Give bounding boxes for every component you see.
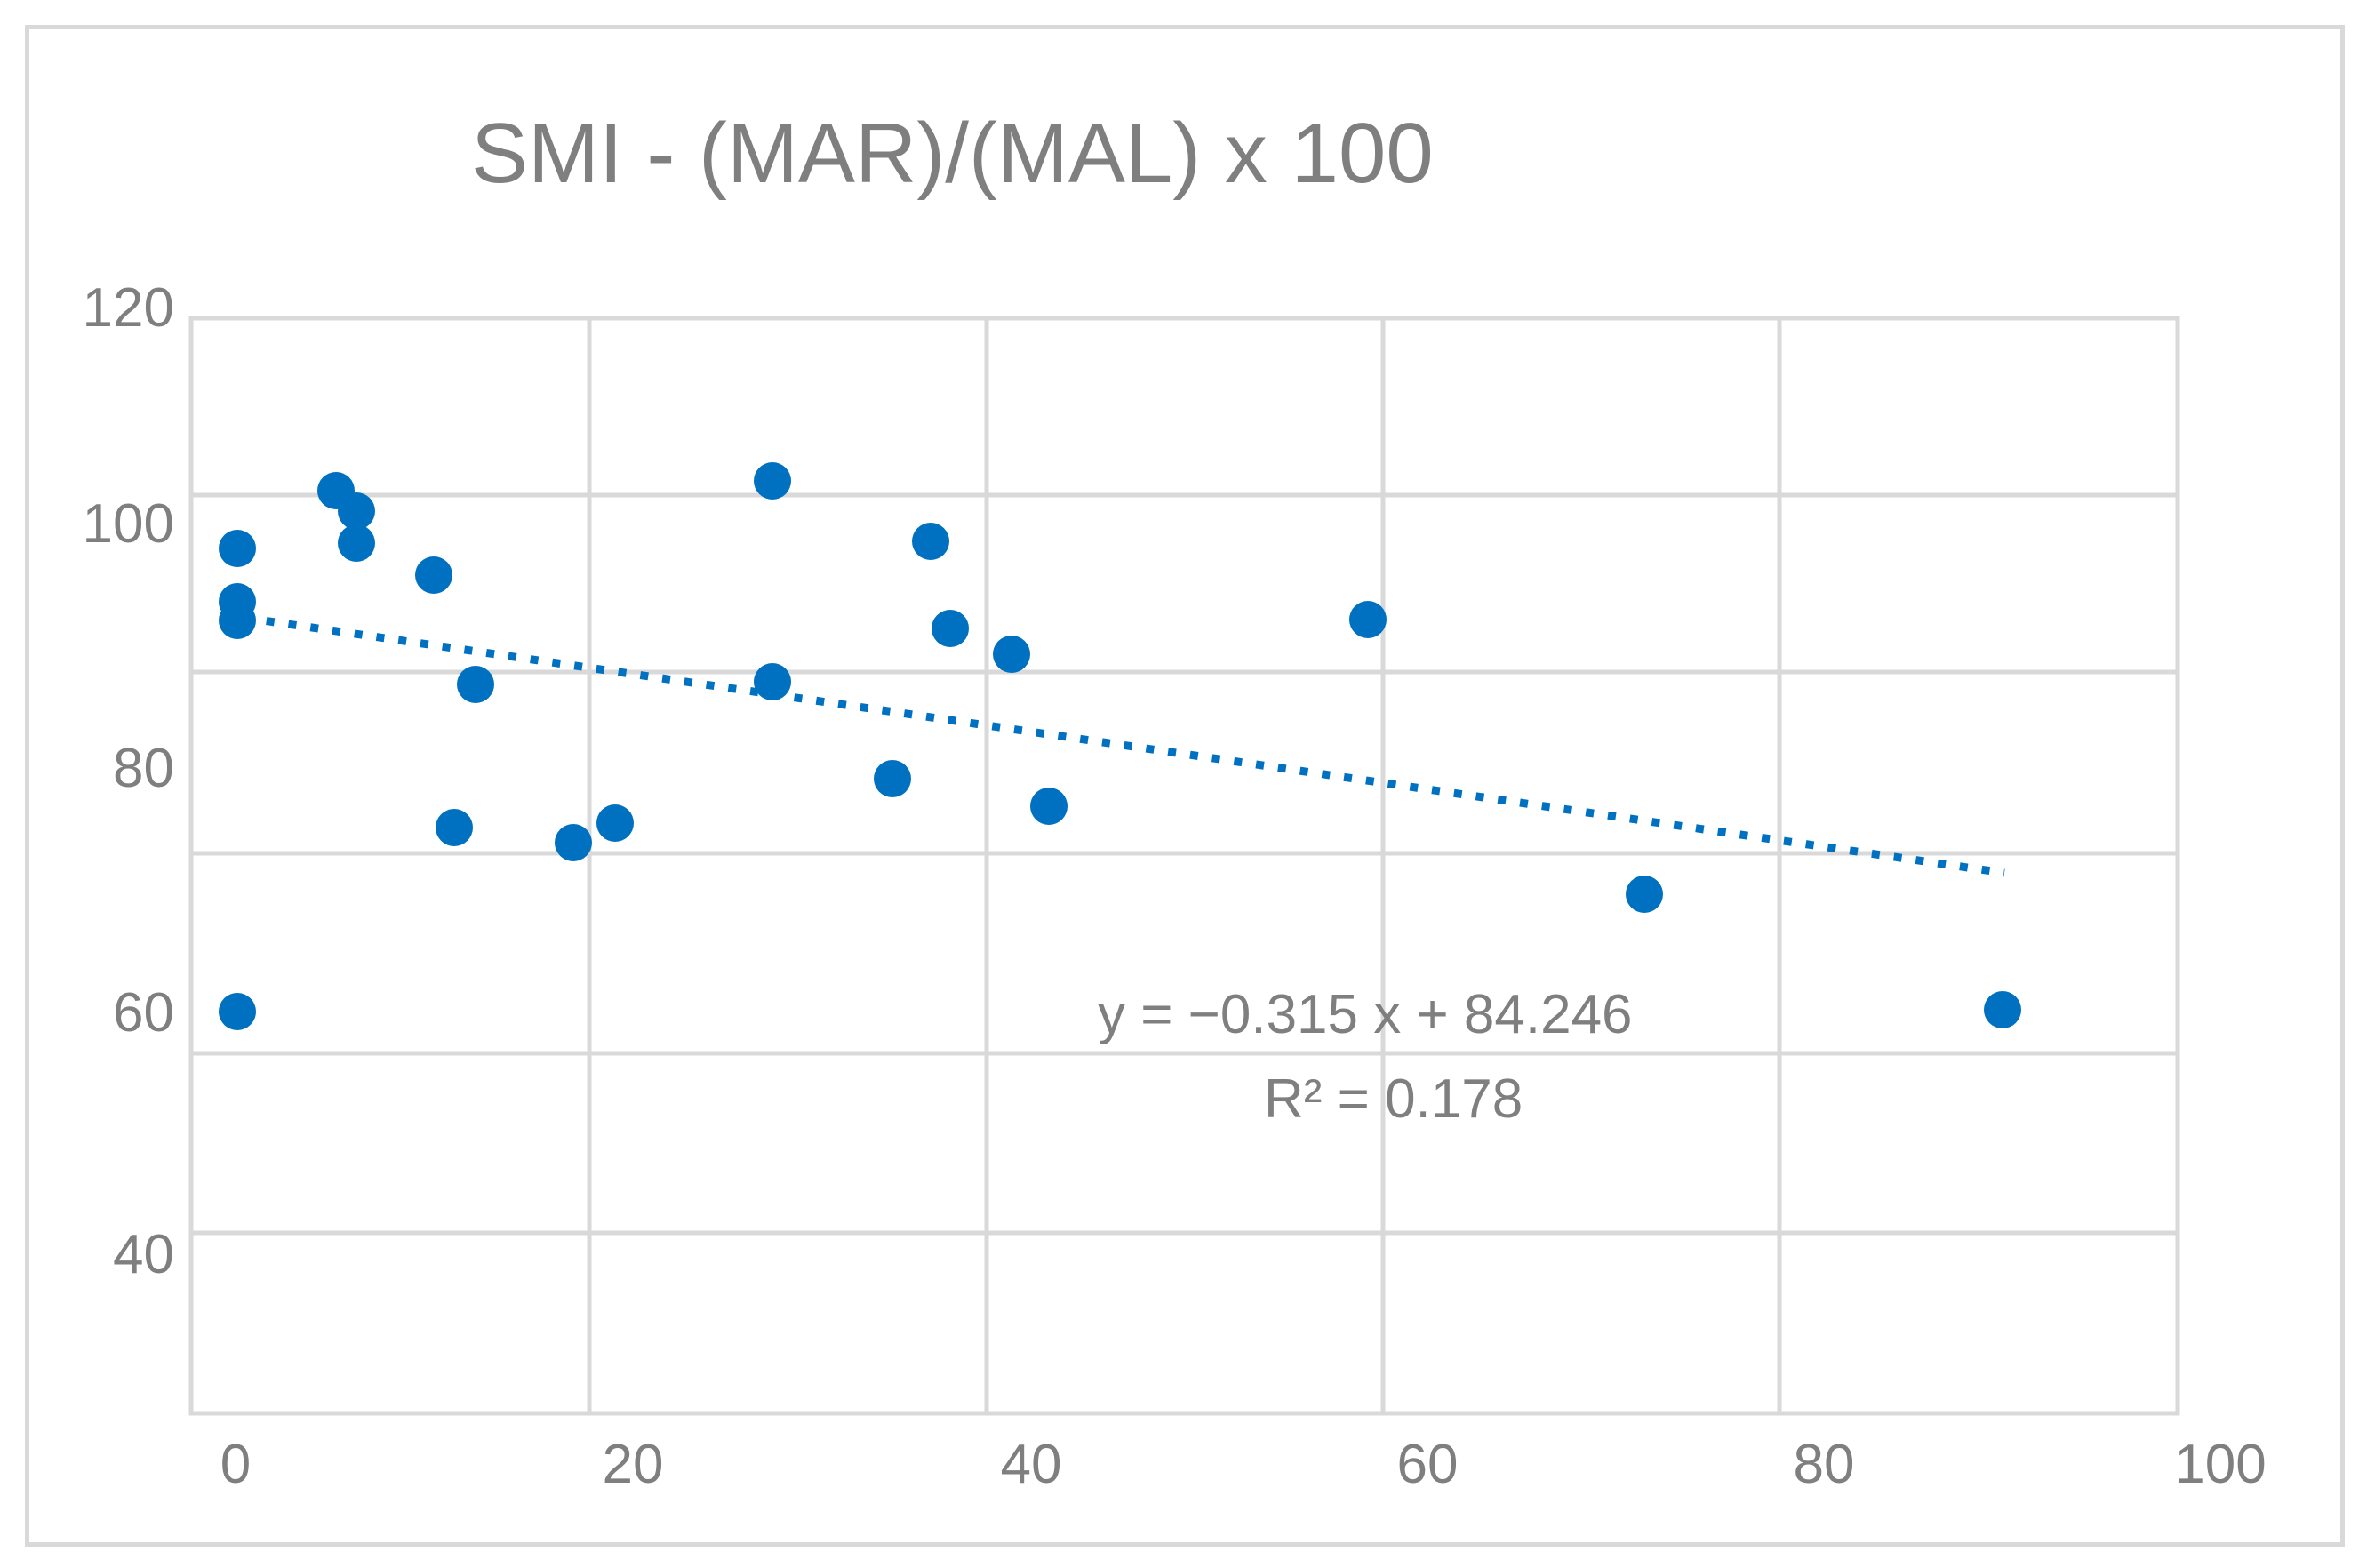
data-point [754, 663, 791, 700]
data-point [219, 993, 256, 1030]
y-axis-ticks: 120 100 80 60 40 [83, 277, 174, 1285]
x-axis-ticks: 0 20 40 60 80 100 [220, 1434, 2267, 1495]
x-tick-label: 40 [1001, 1434, 1062, 1495]
plot-area [188, 316, 2180, 1416]
trendline-path [244, 613, 2005, 877]
grid [188, 316, 2180, 1416]
data-point [932, 610, 969, 647]
x-tick-label: 80 [1794, 1434, 1855, 1495]
x-tick-label: 20 [603, 1434, 664, 1495]
data-point [338, 492, 375, 530]
y-tick-label: 120 [83, 277, 174, 339]
data-point [912, 523, 949, 560]
data-point [457, 666, 494, 703]
data-point [596, 804, 634, 842]
trendline-equation: y = −0.315 x + 84.246 [1098, 984, 1633, 1045]
chart-title: SMI - (MAR)/(MAL) x 100 [471, 106, 1434, 201]
data-point [555, 824, 592, 861]
y-tick-label: 40 [113, 1224, 174, 1285]
y-tick-label: 80 [113, 738, 174, 799]
data-point [219, 530, 256, 567]
x-tick-label: 0 [220, 1434, 251, 1495]
y-tick-label: 60 [113, 982, 174, 1044]
data-point [1984, 991, 2021, 1028]
data-point [993, 636, 1030, 673]
data-point [874, 760, 911, 797]
data-point [415, 556, 452, 594]
chart-frame [25, 25, 2345, 1547]
data-point [1349, 601, 1387, 638]
data-point [1626, 876, 1663, 913]
data-points [219, 462, 2021, 1030]
y-tick-label: 100 [83, 493, 174, 555]
x-tick-label: 60 [1397, 1434, 1459, 1495]
data-point [338, 524, 375, 562]
data-point [436, 809, 473, 846]
data-point [219, 602, 256, 639]
r-squared-label: R² = 0.178 [1264, 1068, 1523, 1130]
data-point [1030, 788, 1068, 825]
x-tick-label: 100 [2174, 1434, 2266, 1495]
trendline [244, 613, 2005, 877]
data-point [754, 462, 791, 500]
